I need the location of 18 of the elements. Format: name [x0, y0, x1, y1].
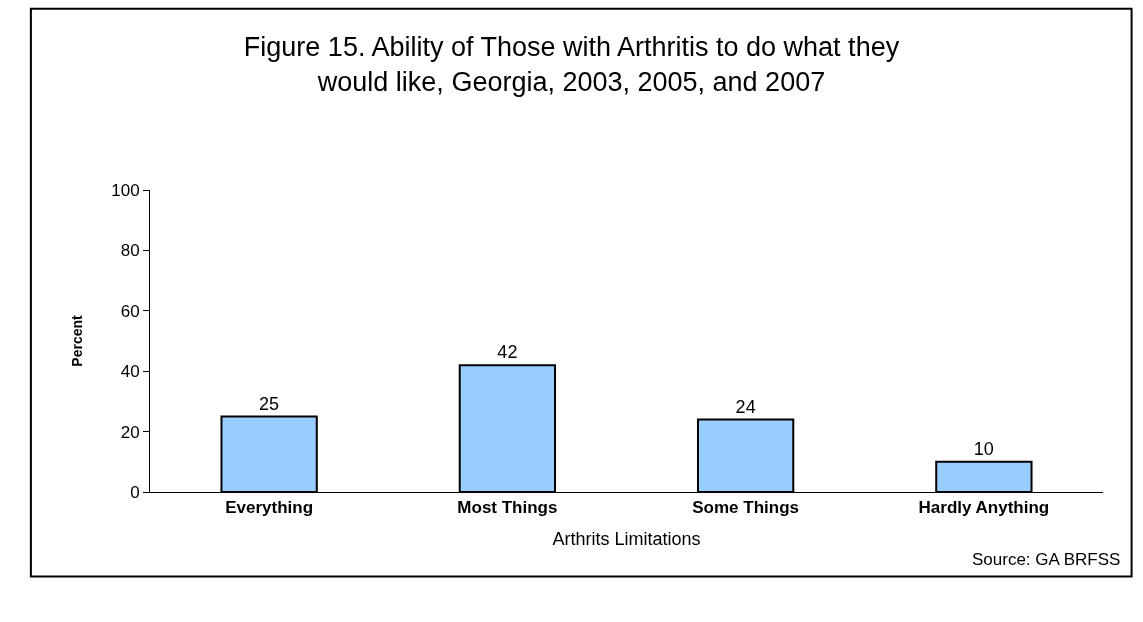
x-axis-title: Arthrits Limitations [552, 528, 701, 549]
data-label: 10 [973, 438, 994, 459]
y-tick-label: 0 [130, 482, 140, 502]
chart-title: Figure 15. Ability of Those with Arthritis to do what they would like, Georgia, 2003, 2005, and 2007 [243, 31, 900, 98]
y-tick-label: 40 [120, 362, 140, 382]
y-tick-label: 80 [120, 241, 140, 261]
x-tick-label: Hardly Anything [918, 498, 1050, 518]
y-tick-label: 60 [120, 301, 140, 321]
data-label: 42 [497, 342, 518, 363]
y-tick-label: 100 [111, 180, 140, 200]
y-axis-title: Percent [68, 314, 85, 367]
data-label: 25 [259, 393, 280, 414]
x-tick-label: Some Things [692, 498, 799, 518]
source-note: Source: GA BRFSS [972, 550, 1121, 569]
data-label: 24 [735, 396, 756, 417]
x-tick-label: Everything [225, 498, 314, 518]
y-tick-label: 20 [120, 422, 140, 442]
x-tick-label: Most Things [457, 498, 558, 518]
